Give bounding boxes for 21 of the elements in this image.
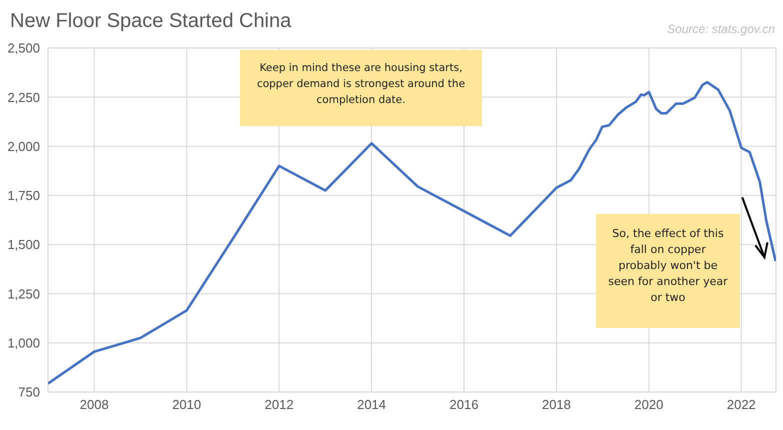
chart-title: New Floor Space Started China	[10, 10, 292, 33]
line-series	[48, 80, 776, 385]
x-tick-label: 2018	[542, 397, 571, 412]
y-tick-label: 2,000	[7, 138, 40, 154]
y-tick-label: 1,500	[7, 237, 40, 252]
sticky-note: Keep in mind these are housing starts, copper demand is strongest around the completion date.	[240, 50, 482, 126]
source-note: Source: stats.gov.cn	[667, 22, 775, 36]
y-tick-label: 1,250	[7, 286, 40, 302]
y-tick-label: 1,000	[7, 335, 40, 350]
y-tick-label: 750	[18, 384, 40, 400]
x-tick-label: 2010	[172, 397, 202, 412]
x-tick-label: 2020	[634, 397, 664, 412]
sticky-note: So, the effect of this fall on copper probably won't be seen for another year or two	[596, 214, 740, 328]
x-tick-label: 2014	[357, 397, 386, 412]
y-tick-label: 2,250	[7, 90, 40, 105]
x-tick-label: 2008	[80, 397, 109, 412]
y-tick-label: 2,500	[7, 40, 40, 56]
x-tick-label: 2022	[726, 397, 756, 412]
x-tick-label: 2012	[264, 397, 294, 412]
x-tick-label: 2016	[450, 397, 478, 412]
y-tick-label: 1,750	[7, 188, 40, 204]
